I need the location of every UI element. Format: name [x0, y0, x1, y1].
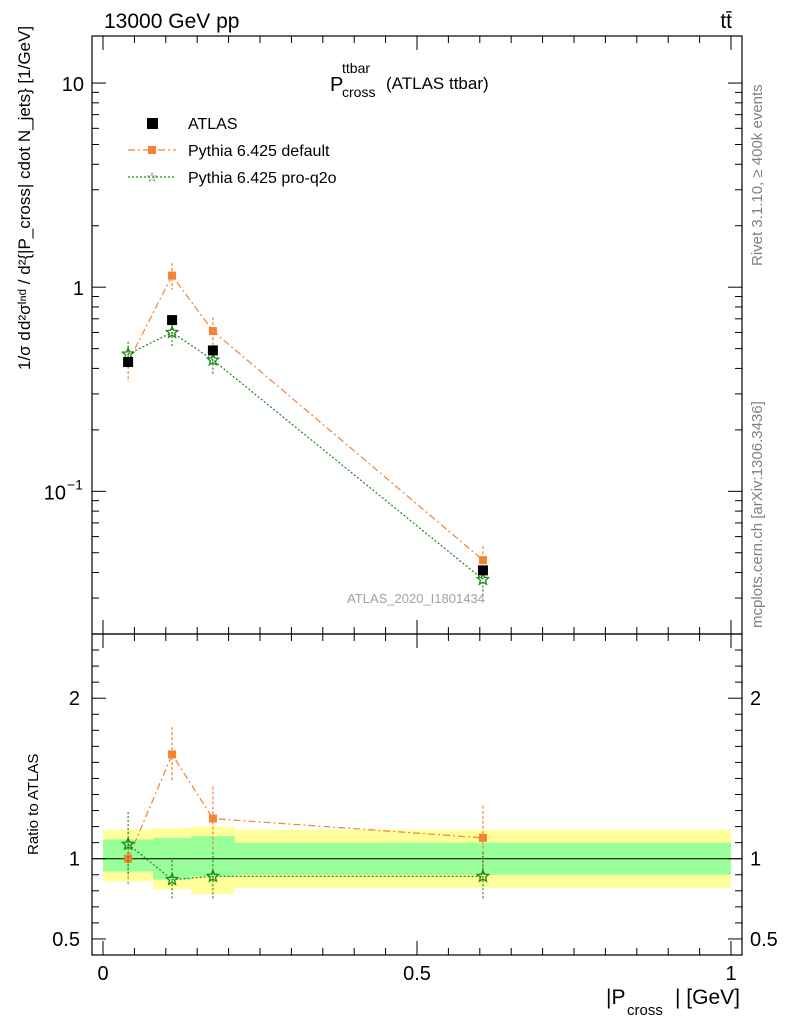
process-label: tt̄ — [720, 10, 732, 33]
legend-default-label: Pythia 6.425 default — [188, 143, 330, 160]
legend-proq2o-marker: ☆ — [146, 169, 159, 185]
plot-title-sub: cross — [342, 84, 375, 100]
atlas-point — [123, 357, 134, 368]
y-tick-label-1: 1 — [73, 278, 84, 300]
ratio-y-tick-label-right: 0.5 — [750, 929, 778, 951]
plot-title-extra: (ATLAS ttbar) — [386, 74, 489, 93]
x-tick-label: 0 — [97, 963, 108, 985]
plot-title: P — [330, 74, 343, 96]
default-ratio-point — [124, 854, 133, 863]
ratio-frame — [91, 633, 743, 956]
atlas-point — [167, 315, 178, 326]
legend-atlas-label: ATLAS — [188, 116, 238, 133]
proq2o-point — [164, 324, 180, 339]
proq2o-ratio-point — [164, 871, 180, 886]
y-axis-label-text: d²σᴵⁿᵈ / d²{|P_cross| cdot N_jets} [1/Ge… — [15, 26, 34, 330]
y-axis-label-fraction: 1/σ d — [15, 331, 34, 370]
ratio-y-tick-label-left: 2 — [69, 688, 80, 710]
ratio-panel: 0 0.5 1 2 2 1 1 0.5 0.5 — [52, 633, 778, 985]
default-series-line — [127, 274, 484, 561]
y-tick-label-10: 10 — [62, 74, 84, 96]
y-tick-label-0p1: 10 — [44, 482, 66, 504]
mcplots-site-label: mcplots.cern.ch [arXiv:1306.3436] — [749, 401, 766, 628]
y-axis-label-main: 1/σ d d²σᴵⁿᵈ / d²{|P_cross| cdot N_jets}… — [15, 26, 34, 370]
default-ratio-line — [127, 753, 483, 859]
default-ratio-point — [208, 814, 217, 823]
proq2o-ratio-point — [120, 836, 136, 851]
proq2o-ratio-point — [475, 868, 491, 883]
legend-atlas-marker — [147, 118, 158, 129]
energy-label: 13000 GeV pp — [104, 10, 239, 33]
atlas-point — [207, 345, 218, 356]
default-point — [208, 327, 217, 336]
x-tick-label: 0.5 — [403, 963, 431, 985]
proq2o-point — [205, 352, 221, 367]
y-axis-label-ratio: Ratio to ATLAS — [25, 754, 42, 855]
ratio-y-tick-label-right: 2 — [750, 688, 761, 710]
atlas-point — [477, 565, 488, 576]
analysis-id: ATLAS_2020_I1801434 — [347, 591, 485, 606]
rivet-version-label: Rivet 3.1.10, ≥ 400k events — [749, 84, 766, 266]
default-ratio-point — [168, 750, 177, 759]
legend-proq2o-label: Pythia 6.425 pro-q2o — [188, 170, 337, 187]
x-axis-label-sub: cross — [627, 1002, 663, 1019]
proq2o-series-line — [127, 331, 484, 580]
x-axis-label: |P — [606, 986, 625, 1009]
default-point — [478, 556, 487, 565]
ratio-y-tick-label-right: 1 — [750, 849, 761, 871]
x-axis-label-pre: |P — [606, 986, 625, 1009]
plot-title-main: P — [330, 74, 343, 96]
proq2o-point — [120, 346, 136, 361]
plot-title-sup: ttbar — [342, 60, 370, 76]
x-tick-label: 1 — [725, 963, 736, 985]
ratio-y-tick-label-left: 0.5 — [52, 929, 80, 951]
svg-text:1/σ d: 1/σ d — [15, 331, 34, 370]
x-axis-label-post: | [GeV] — [675, 986, 740, 1009]
y-tick-label-0p1-exp: −1 — [67, 476, 83, 492]
proq2o-ratio-line — [127, 843, 483, 881]
default-point — [168, 271, 177, 280]
proq2o-ratio-point — [205, 868, 221, 883]
ratio-y-tick-label-left: 1 — [69, 849, 80, 871]
proq2o-point — [475, 571, 491, 586]
default-ratio-point — [478, 833, 487, 842]
legend: ATLAS Pythia 6.425 default ☆ Pythia 6.42… — [128, 116, 337, 187]
legend-default-marker — [148, 146, 156, 154]
